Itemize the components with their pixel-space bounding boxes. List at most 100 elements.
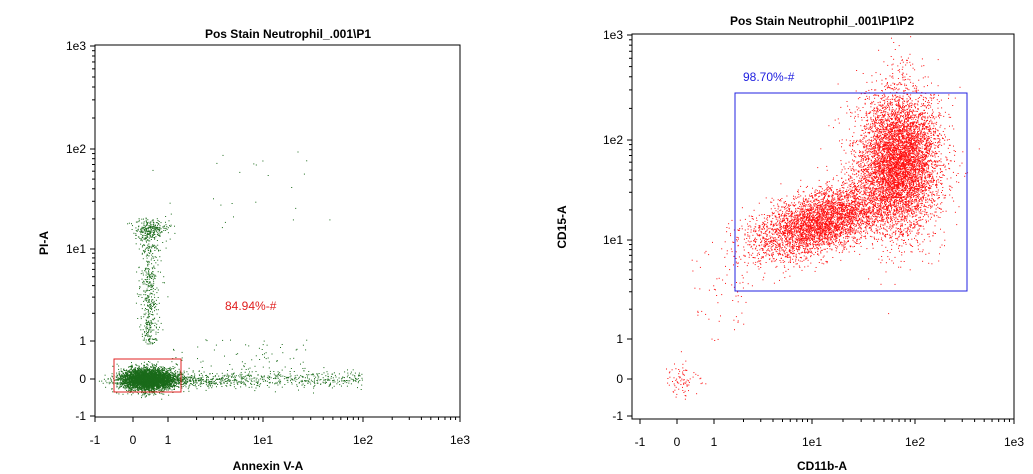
data-point (179, 373, 181, 375)
data-point (150, 373, 151, 375)
data-point (126, 369, 128, 371)
data-point (137, 390, 139, 391)
data-point (168, 377, 170, 379)
data-point (168, 386, 169, 387)
data-point (172, 366, 174, 368)
data-point (349, 377, 351, 379)
data-point (359, 380, 361, 381)
data-point (144, 380, 146, 382)
data-point (126, 385, 128, 386)
data-point (176, 376, 178, 378)
data-point (181, 374, 183, 376)
data-point (342, 376, 344, 378)
data-point (147, 364, 149, 366)
data-point (166, 387, 168, 389)
data-point (166, 368, 168, 370)
data-point (120, 384, 122, 386)
data-point (166, 382, 168, 384)
data-point (166, 374, 167, 376)
data-point (133, 377, 135, 379)
data-point (120, 376, 122, 378)
data-point (228, 379, 230, 381)
data-point (144, 378, 146, 380)
data-point (255, 371, 257, 372)
data-point (151, 383, 153, 385)
data-point (173, 373, 175, 375)
data-point (155, 381, 157, 383)
data-point (294, 375, 296, 377)
data-point (311, 374, 313, 376)
data-point (125, 385, 127, 387)
data-point (196, 381, 198, 383)
data-point (111, 380, 113, 382)
data-point (139, 383, 141, 385)
data-point (175, 370, 177, 372)
data-point (318, 373, 320, 374)
data-point (160, 386, 162, 388)
data-point (261, 377, 263, 379)
data-point (160, 390, 162, 392)
data-point (154, 365, 156, 367)
data-point (159, 378, 161, 380)
data-point (144, 377, 146, 379)
data-point (167, 370, 168, 372)
data-point (125, 374, 127, 376)
data-point (209, 373, 211, 375)
data-point (143, 372, 145, 374)
data-point (172, 386, 174, 388)
data-point (294, 377, 295, 379)
data-point (198, 378, 200, 380)
data-point (134, 380, 136, 382)
data-point (140, 374, 142, 376)
data-point (154, 377, 156, 379)
data-point (287, 379, 289, 381)
data-point (177, 386, 179, 387)
data-point (129, 387, 131, 389)
data-point (273, 378, 275, 379)
data-point (203, 383, 205, 384)
data-point (121, 386, 123, 387)
data-point (291, 378, 293, 380)
data-point (148, 376, 150, 378)
data-point (205, 389, 207, 391)
data-point (130, 380, 132, 382)
data-point (262, 380, 264, 382)
data-point (119, 379, 121, 381)
data-point (135, 382, 137, 384)
data-point (281, 386, 283, 388)
data-point (158, 382, 160, 384)
data-point (133, 381, 135, 383)
data-point (169, 374, 171, 376)
data-point (193, 380, 194, 382)
data-point (148, 369, 150, 371)
data-point (251, 386, 253, 388)
data-point (191, 375, 193, 377)
data-point (116, 379, 117, 381)
data-point (132, 375, 134, 377)
data-point (291, 379, 293, 381)
data-point (141, 373, 143, 375)
data-point (150, 373, 152, 375)
data-point (132, 374, 134, 376)
data-point (136, 388, 138, 390)
data-point (161, 398, 163, 400)
data-point (139, 385, 141, 387)
data-point (152, 387, 153, 389)
data-point (244, 371, 246, 373)
data-point (153, 380, 155, 382)
data-point (316, 382, 318, 384)
data-point (214, 382, 216, 384)
data-point (137, 381, 139, 383)
data-point (149, 390, 151, 392)
data-point (129, 381, 131, 383)
data-point (102, 382, 104, 384)
data-point (224, 375, 225, 377)
data-point (133, 387, 134, 389)
data-point (146, 387, 148, 389)
data-point (268, 382, 270, 384)
data-point (98, 380, 100, 382)
data-point (226, 373, 228, 375)
data-point (144, 384, 146, 386)
data-point (355, 378, 357, 380)
data-point (157, 368, 159, 370)
